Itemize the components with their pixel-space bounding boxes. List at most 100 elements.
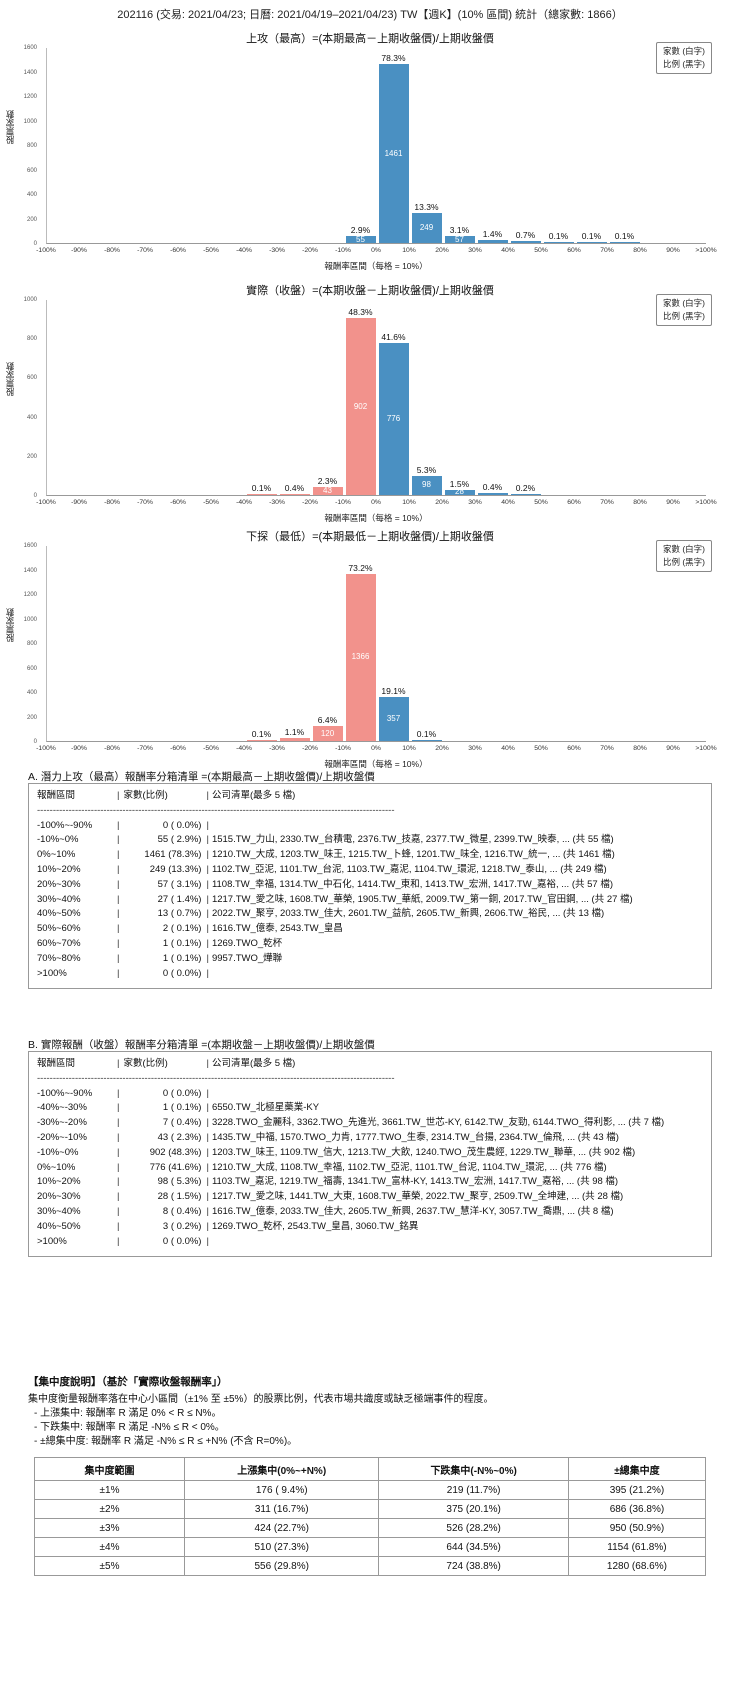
x-tick-label: 60% xyxy=(567,247,581,254)
x-tick-label: -80% xyxy=(104,499,120,506)
y-tick-label: 1200 xyxy=(23,592,37,598)
x-tick-label: 60% xyxy=(567,499,581,506)
bin-companies: 1435.TW_中福, 1570.TWO_力肯, 1777.TWO_生泰, 23… xyxy=(211,1131,619,1143)
y-tick-label: 1000 xyxy=(23,297,37,303)
bin-row: 20%~30% | 28 ( 1.5%) | 1217.TW_愛之味, 1441.TW_… xyxy=(37,1190,703,1205)
bar-percent-label: 0.1% xyxy=(614,231,635,241)
pipe-separator: | xyxy=(206,1131,209,1143)
conc-cell: 375 (20.1%) xyxy=(378,1499,569,1519)
bin-count: 8 ( 0.4%) xyxy=(162,1205,202,1217)
x-tick-label: 60% xyxy=(567,745,581,752)
bin-count: 3 ( 0.2%) xyxy=(162,1220,202,1232)
y-tick-label: 400 xyxy=(26,192,37,198)
x-tick-label: 30% xyxy=(468,499,482,506)
bar-count-label: 902 xyxy=(353,401,368,411)
bar-count-label: 28 xyxy=(455,489,464,495)
y-tick-label: 600 xyxy=(26,375,37,382)
bin-rows: -100%~-90% | 0 ( 0.0%) | -10%~0% | 55 ( 2.9%) |… xyxy=(37,819,703,982)
bar-count-label: 776 xyxy=(386,413,401,423)
bin-range: -30%~-20% xyxy=(37,1117,87,1129)
pipe-separator: | xyxy=(206,908,209,920)
x-tick-label: -40% xyxy=(236,745,252,752)
y-tick-label: 200 xyxy=(26,453,37,460)
legend-count-label: 家數 (白字) xyxy=(662,544,705,554)
bin-list-header: 報酬區間 | 家數(比例) | 公司清單(最多 5 檔) xyxy=(37,1057,703,1072)
x-tick-label: -90% xyxy=(71,745,87,752)
pipe-separator: | xyxy=(117,1058,120,1069)
x-tick-label: 40% xyxy=(501,745,515,752)
section-b-box: 報酬區間 | 家數(比例) | 公司清單(最多 5 檔) -----------… xyxy=(28,1051,712,1258)
bin-row: 10%~20% | 98 ( 5.3%) | 1103.TW_嘉泥, 1219.TW_福… xyxy=(37,1175,703,1190)
x-tick-label: 80% xyxy=(633,499,647,506)
conc-cell: ±4% xyxy=(34,1537,185,1557)
pipe-separator: | xyxy=(117,952,120,964)
pipe-separator: | xyxy=(117,1235,120,1247)
x-axis-label: 報酬率區間（每格 = 10%） xyxy=(324,759,428,769)
y-tick-label: 600 xyxy=(26,167,37,174)
bin-row: 60%~70% | 1 ( 0.1%) | 1269.TWO_乾杯 xyxy=(37,937,703,952)
bin-count: 1 ( 0.1%) xyxy=(162,937,202,949)
conc-cell: 395 (21.2%) xyxy=(567,1480,707,1500)
bin-count: 1 ( 0.1%) xyxy=(162,952,202,964)
y-tick-label: 400 xyxy=(26,690,37,696)
x-tick-label: -100% xyxy=(36,247,56,254)
column-companies: 公司清單(最多 5 檔) xyxy=(211,790,296,801)
conc-cell: ±2% xyxy=(34,1499,185,1519)
y-axis-ticks: 0 200 400 600 800 1000 1200 1400 1600 xyxy=(0,543,42,745)
bin-companies: 1210.TW_大成, 1108.TW_幸福, 1102.TW_亞泥, 1101… xyxy=(211,1161,607,1173)
bar-count-label: 43 xyxy=(323,486,332,495)
concentration-section: 【集中度說明】（基於「實際收盤報酬率」） 集中度衡量報酬率落在中心小區間（±1%… xyxy=(28,1374,712,1576)
x-tick-label: -50% xyxy=(203,499,219,506)
bar-percent-label: 41.6% xyxy=(381,331,406,342)
y-tick-label: 0 xyxy=(33,241,37,247)
bin-range: 70%~80% xyxy=(37,952,81,964)
column-range: 報酬區間 xyxy=(37,1058,76,1069)
y-tick-label: 200 xyxy=(26,714,37,721)
conc-cell: 686 (36.8%) xyxy=(567,1499,707,1519)
bin-count: 0 ( 0.0%) xyxy=(162,1087,202,1099)
x-tick-label: 90% xyxy=(666,247,680,254)
concentration-bullet-up: - 上漲集中: 報酬率 R 滿足 0% < R ≤ N%。 xyxy=(34,1408,222,1419)
x-axis-ticks: -100% -90% -80% -70% -60% -50% -40% -30% -20% -10… xyxy=(36,247,717,257)
bin-companies: 1269.TWO_乾杯, 2543.TW_皇昌, 3060.TW_銘異 xyxy=(211,1220,419,1232)
x-tick-label: -20% xyxy=(302,247,318,254)
x-tick-label: -80% xyxy=(104,247,120,254)
bin-count: 27 ( 1.4%) xyxy=(157,893,202,905)
pipe-separator: | xyxy=(117,1191,120,1203)
pipe-separator: | xyxy=(206,834,209,846)
x-tick-label: -70% xyxy=(137,745,153,752)
bin-row: 30%~40% | 27 ( 1.4%) | 1217.TW_愛之味, 1608.TW_… xyxy=(37,893,703,908)
pipe-separator: | xyxy=(117,1161,120,1173)
bar-percent-label: 78.3% xyxy=(381,53,406,64)
bin-range: 30%~40% xyxy=(37,1205,81,1217)
bin-count: 7 ( 0.4%) xyxy=(162,1117,202,1129)
x-tick-label: -50% xyxy=(203,745,219,752)
x-tick-label: 20% xyxy=(435,745,449,752)
pipe-separator: | xyxy=(117,1220,120,1232)
conc-cell: 950 (50.9%) xyxy=(567,1518,707,1538)
bin-count: 98 ( 5.3%) xyxy=(157,1176,202,1188)
section-a-box: 報酬區間 | 家數(比例) | 公司清單(最多 5 檔) -----------… xyxy=(28,783,712,990)
pipe-separator: | xyxy=(206,1191,209,1203)
pipe-separator: | xyxy=(206,1058,209,1069)
pipe-separator: | xyxy=(117,908,120,920)
x-tick-label: -70% xyxy=(137,247,153,254)
pipe-separator: | xyxy=(117,937,120,949)
bin-range: -10%~0% xyxy=(37,1146,79,1158)
x-tick-label: -40% xyxy=(236,499,252,506)
bin-companies: 1616.TW_億泰, 2543.TW_皇昌 xyxy=(211,923,343,935)
concentration-table: 集中度範圍 上漲集中(0%~+N%) 下跌集中(-N%~0%) ±總集中度 ±1% 17… xyxy=(34,1457,707,1576)
bar-70% xyxy=(609,242,640,243)
bin-row: 50%~60% | 2 ( 0.1%) | 1616.TW_億泰, 2543.TW_皇昌 xyxy=(37,922,703,937)
x-tick-label: 20% xyxy=(435,499,449,506)
pipe-separator: | xyxy=(206,790,209,801)
bin-companies: 1515.TW_力山, 2330.TW_台積電, 2376.TW_技嘉, 237… xyxy=(211,834,614,846)
pipe-separator: | xyxy=(117,834,120,846)
concentration-table-head: 集中度範圍 上漲集中(0%~+N%) 下跌集中(-N%~0%) ±總集中度 xyxy=(34,1457,707,1481)
conc-header-cell: ±總集中度 xyxy=(567,1457,707,1481)
bin-range: -100%~-90% xyxy=(37,819,93,831)
conc-cell: 510 (27.3%) xyxy=(183,1537,380,1557)
pipe-separator: | xyxy=(117,1176,120,1188)
bin-list-header: 報酬區間 | 家數(比例) | 公司清單(最多 5 檔) xyxy=(37,789,703,804)
bar-percent-label: 0.4% xyxy=(482,482,503,493)
